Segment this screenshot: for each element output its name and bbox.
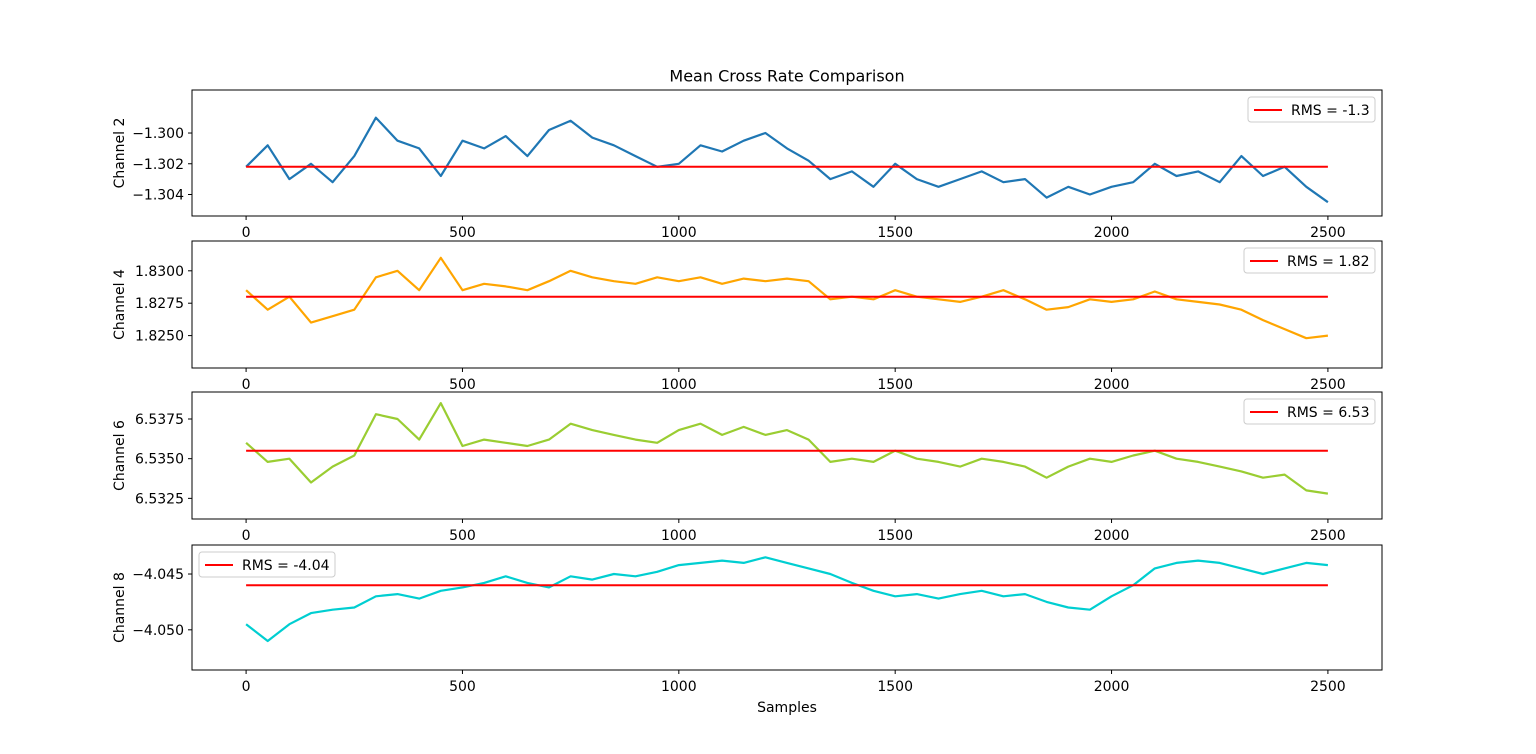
signal-line-1 xyxy=(245,116,1329,204)
signal-line-2 xyxy=(245,256,1329,340)
x-tick-label: 0 xyxy=(242,225,251,241)
y-tick-label: 6.5325 xyxy=(135,491,184,507)
y-tick-label: 1.8275 xyxy=(135,296,184,312)
x-tick-label: 2500 xyxy=(1310,679,1346,695)
axes-frame xyxy=(191,391,1383,520)
y-tick-label: −1.300 xyxy=(132,126,184,142)
x-tick-label: 2000 xyxy=(1094,377,1130,393)
figure-title: Mean Cross Rate Comparison xyxy=(669,67,904,86)
x-tick-label: 2000 xyxy=(1094,225,1130,241)
x-tick-label: 0 xyxy=(242,528,251,544)
legend-box xyxy=(1243,398,1376,425)
subplot-4: 0 500 1000 1500 2000 2500 −4.045 −4.050Channel … xyxy=(112,544,1383,695)
x-tick-label: 500 xyxy=(449,225,476,241)
y-tick-label: 6.5375 xyxy=(135,412,184,428)
x-tick-label: 2000 xyxy=(1094,679,1130,695)
legend-label: RMS = -4.04 xyxy=(242,558,330,574)
x-tick-label: 500 xyxy=(449,679,476,695)
x-tick-label: 1500 xyxy=(877,225,913,241)
legend: RMS = 6.53 xyxy=(1243,398,1376,425)
axes-frame xyxy=(191,89,1383,217)
legend-box xyxy=(1243,247,1376,274)
legend-box xyxy=(1247,96,1376,123)
subplots: 0 500 1000 1500 2000 2500−1.300−1.302−1.304Ch… xyxy=(112,89,1383,695)
x-tick-label: 500 xyxy=(449,528,476,544)
x-tick-label: 2000 xyxy=(1094,528,1130,544)
y-tick-label: −1.304 xyxy=(132,187,184,203)
y-axis-label: Channel 4 xyxy=(112,269,128,340)
x-tick-label: 1000 xyxy=(661,377,697,393)
x-tick-label: 2500 xyxy=(1310,528,1346,544)
signal-line-4 xyxy=(245,556,1329,643)
legend-label: RMS = -1.3 xyxy=(1291,103,1370,119)
legend-box xyxy=(198,551,336,578)
y-tick-label: 1.8300 xyxy=(135,264,184,280)
axes-frame xyxy=(191,240,1383,369)
axes-frame xyxy=(191,544,1383,671)
y-axis-label: Channel 2 xyxy=(112,118,128,189)
x-tick-label: 1000 xyxy=(661,528,697,544)
x-tick-label: 2500 xyxy=(1310,225,1346,241)
subplot-2: 0 500 1000 1500 2000 2500 1.8300 1.8275 1.8250 Ch… xyxy=(112,240,1383,393)
x-tick-label: 1500 xyxy=(877,679,913,695)
y-tick-label: −1.302 xyxy=(132,157,184,173)
legend-label: RMS = 6.53 xyxy=(1287,405,1370,421)
x-tick-label: 2500 xyxy=(1310,377,1346,393)
y-axis-label: Channel 6 xyxy=(112,420,128,491)
y-tick-label: 6.5350 xyxy=(135,452,184,468)
y-tick-label: −4.050 xyxy=(132,623,184,639)
x-tick-label: 1500 xyxy=(877,377,913,393)
x-tick-label: 0 xyxy=(242,377,251,393)
subplot-1: 0 500 1000 1500 2000 2500 −1.300 −1.302 −1.304Ch… xyxy=(112,89,1383,241)
x-tick-label: 0 xyxy=(242,679,251,695)
y-axis-label: Channel 8 xyxy=(112,572,128,643)
x-axis-label: Samples xyxy=(757,700,817,716)
legend-label: RMS = 1.82 xyxy=(1287,254,1370,270)
y-tick-label: −4.045 xyxy=(132,567,184,583)
legend: RMS = -1.3 xyxy=(1247,96,1376,123)
legend: RMS = 1.82 xyxy=(1243,247,1376,274)
signal-line-3 xyxy=(245,402,1329,495)
legend: RMS = -4.04 xyxy=(198,551,336,578)
y-tick-label: 1.8250 xyxy=(135,329,184,345)
x-tick-label: 1500 xyxy=(877,528,913,544)
subplot-3: 0 500 1000 1500 2000 2500 6.5375 6.5350 6.5325 Ch… xyxy=(112,391,1383,544)
x-tick-label: 1000 xyxy=(661,679,697,695)
x-tick-label: 500 xyxy=(449,377,476,393)
x-tick-label: 1000 xyxy=(661,225,697,241)
